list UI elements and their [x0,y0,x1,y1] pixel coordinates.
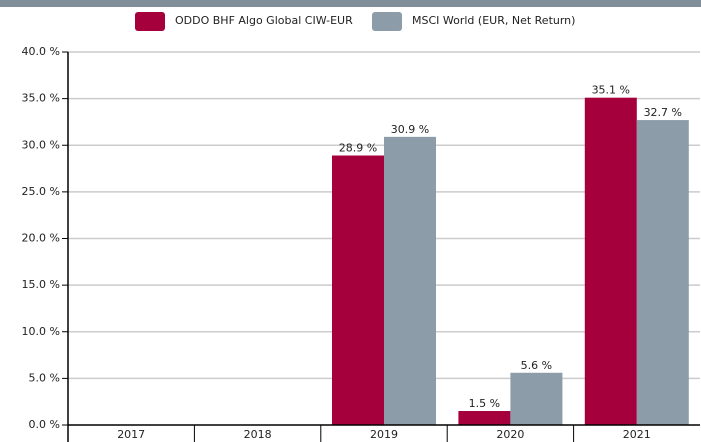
y-tick-label: 35.0 % [22,92,60,105]
x-tick-label: 2020 [496,428,524,441]
y-tick-label: 0.0 % [29,418,60,431]
bar [458,411,511,425]
y-tick-label: 20.0 % [22,232,60,245]
value-label: 28.9 % [339,142,377,155]
value-label: 32.7 % [644,106,682,119]
y-tick-label: 25.0 % [22,185,60,198]
y-tick-label: 40.0 % [22,45,60,58]
x-tick-label: 2021 [623,428,651,441]
y-tick-label: 30.0 % [22,138,60,151]
value-label: 5.6 % [521,359,552,372]
x-tick-label: 2019 [370,428,398,441]
value-label: 1.5 % [469,397,500,410]
value-label: 35.1 % [592,84,630,97]
bar [636,120,689,425]
y-tick-label: 5.0 % [29,371,60,384]
legend-swatch [135,12,165,31]
legend-label: MSCI World (EUR, Net Return) [412,14,575,27]
bar [332,155,384,425]
y-tick-label: 15.0 % [22,278,60,291]
bar [510,372,563,425]
bar [384,136,436,426]
legend-label: ODDO BHF Algo Global CIW-EUR [175,14,353,27]
value-label: 30.9 % [391,123,429,136]
y-tick-label: 10.0 % [22,325,60,338]
x-tick-label: 2017 [117,428,145,441]
bar [584,97,637,425]
legend-swatch [372,12,402,31]
header-band [0,0,701,7]
x-tick-label: 2018 [244,428,272,441]
